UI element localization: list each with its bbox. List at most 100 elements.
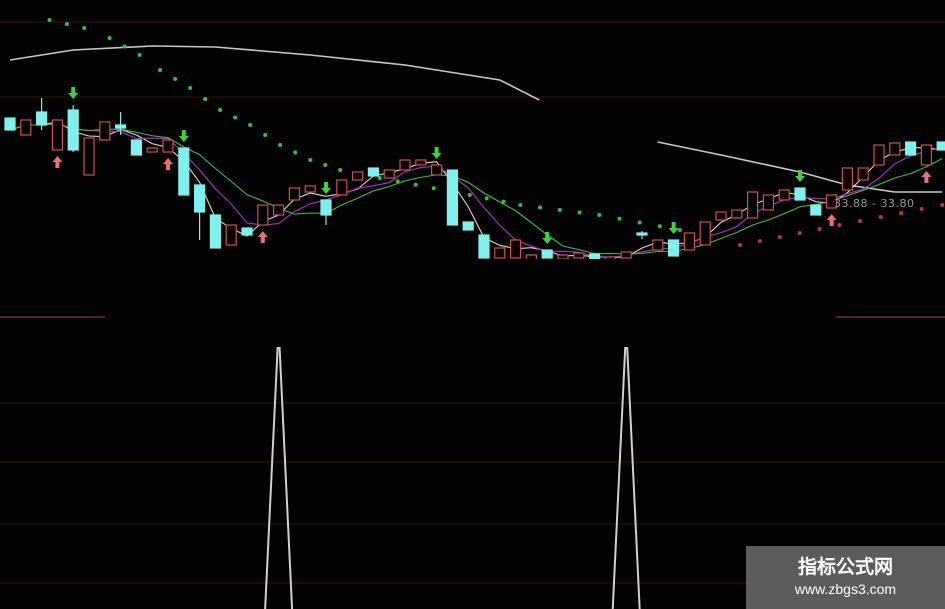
- candle-body: [525, 254, 538, 259]
- sar-dot-green: [47, 18, 52, 22]
- candle: [257, 204, 269, 226]
- candle: [636, 231, 648, 239]
- sar-dot-green: [395, 179, 400, 184]
- candle-body: [541, 249, 553, 259]
- buy-arrow-icon: [826, 214, 837, 226]
- candle-body: [904, 141, 917, 156]
- candle: [462, 221, 474, 231]
- candle-body: [415, 159, 427, 166]
- candle: [320, 199, 332, 225]
- sar-dot-red: [858, 219, 863, 223]
- candle: [904, 141, 917, 156]
- candle: [336, 179, 348, 196]
- candle: [383, 169, 395, 179]
- candle: [273, 204, 285, 216]
- sar-dot-green: [308, 158, 313, 162]
- candle: [683, 232, 696, 251]
- candle: [415, 159, 427, 166]
- candle-body: [446, 169, 458, 226]
- candle-body: [810, 204, 822, 216]
- sell-arrow-icon: [668, 222, 679, 234]
- sar-dot-green: [518, 203, 523, 207]
- sar-dot-green: [597, 213, 602, 217]
- sar-dot-green: [293, 150, 298, 155]
- candle-body: [162, 139, 174, 153]
- candle-body: [114, 124, 127, 129]
- buy-arrow-icon: [52, 156, 63, 168]
- candle: [557, 254, 569, 259]
- ma-long-line: [9, 45, 540, 101]
- candle: [573, 252, 585, 259]
- candle-body: [352, 171, 364, 181]
- candle-body: [241, 227, 253, 236]
- candle: [604, 256, 617, 259]
- candle-body: [762, 194, 775, 211]
- candle: [478, 234, 490, 259]
- candle-body: [889, 142, 901, 156]
- sar-dot-green: [677, 228, 682, 232]
- sar-dot-green: [377, 176, 382, 180]
- candle: [920, 144, 933, 166]
- candle: [620, 251, 632, 259]
- candle-body: [510, 239, 522, 259]
- sar-dot-green: [203, 97, 208, 101]
- price-readout: 33.88 - 33.80: [834, 197, 915, 210]
- sar-dot-green: [467, 193, 472, 197]
- candle: [715, 211, 727, 221]
- sar-dot-green: [278, 143, 283, 147]
- sar-dot-red: [777, 235, 782, 239]
- candle-body: [320, 199, 332, 216]
- candle-body: [778, 189, 790, 201]
- sar-dot-green: [248, 123, 253, 127]
- sar-dot-red: [797, 231, 802, 235]
- candle-body: [99, 121, 111, 141]
- sar-dot-green: [158, 68, 163, 72]
- candle: [114, 112, 127, 135]
- candle: [778, 189, 790, 201]
- sar-dot-red: [940, 203, 945, 207]
- sar-dot-red: [899, 211, 904, 215]
- sar-dot-green: [64, 22, 69, 26]
- candle: [699, 221, 711, 246]
- candle: [825, 194, 838, 209]
- candle-body: [857, 167, 869, 181]
- candle: [67, 105, 79, 152]
- candle: [810, 204, 822, 216]
- sar-dot-green: [557, 208, 562, 212]
- sell-arrow-icon: [542, 232, 553, 244]
- candle-body: [257, 204, 269, 226]
- candle: [51, 119, 64, 151]
- candle-body: [588, 253, 601, 259]
- sar-dot-green: [538, 205, 543, 210]
- candle-body: [841, 167, 854, 191]
- indicator-spike: [611, 347, 641, 609]
- candle-body: [478, 234, 490, 259]
- candle: [510, 239, 522, 259]
- candle: [667, 239, 680, 257]
- candle: [936, 141, 945, 151]
- candle: [794, 187, 806, 201]
- candle-body: [873, 144, 885, 166]
- buy-arrow-icon: [163, 158, 173, 170]
- candle: [841, 167, 854, 191]
- sar-dot-green: [122, 44, 127, 49]
- candle-body: [746, 191, 759, 219]
- candle: [194, 184, 206, 240]
- candle-body: [67, 109, 79, 151]
- candle-body: [431, 164, 443, 176]
- sar-dot-green: [107, 36, 112, 40]
- candle: [857, 167, 869, 181]
- sar-dot-green: [637, 220, 642, 225]
- candle-body: [367, 167, 379, 177]
- sell-arrow-icon: [178, 130, 189, 142]
- candle-body: [146, 147, 158, 153]
- candle-body: [715, 211, 727, 221]
- sar-dot-red: [757, 239, 762, 243]
- candle: [762, 194, 775, 211]
- candle-body: [51, 119, 64, 151]
- sar-dot-green: [501, 199, 506, 204]
- sar-dot-green: [338, 168, 343, 172]
- candle: [209, 214, 221, 249]
- candle: [130, 139, 142, 156]
